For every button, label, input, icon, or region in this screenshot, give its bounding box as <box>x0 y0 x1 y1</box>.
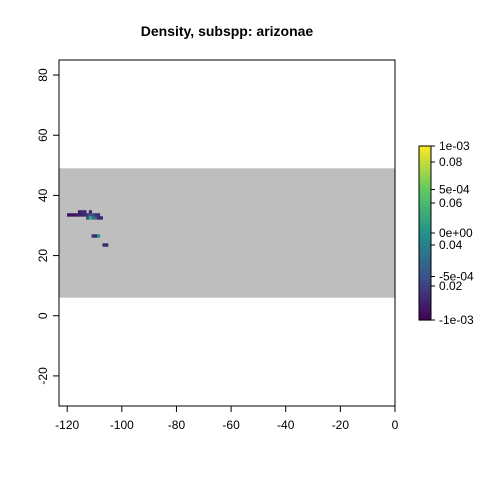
density-cell <box>81 213 84 216</box>
x-tick-label: -60 <box>222 418 240 432</box>
density-cell <box>89 210 92 213</box>
density-cell <box>100 216 103 219</box>
density-cell <box>94 234 97 237</box>
density-cell <box>92 213 95 216</box>
x-tick-label: -40 <box>277 418 295 432</box>
density-cell <box>86 216 89 219</box>
x-tick-label: 0 <box>392 418 399 432</box>
density-cell <box>75 213 78 216</box>
x-tick-label: -120 <box>55 418 79 432</box>
colorbar-label-outer: 1e-03 <box>439 139 470 153</box>
density-cell <box>83 213 86 216</box>
colorbar-label-inner: 0.02 <box>439 279 463 293</box>
colorbar-label-outer: 5e-04 <box>439 183 470 197</box>
chart-title: Density, subspp: arizonae <box>141 23 314 39</box>
colorbar-label-outer: -1e-03 <box>439 313 474 327</box>
density-cell <box>83 210 86 213</box>
density-cell <box>78 210 81 213</box>
y-tick-label: 40 <box>36 188 50 202</box>
x-tick-label: -100 <box>110 418 134 432</box>
density-cell <box>89 213 92 216</box>
x-tick-label: -80 <box>168 418 186 432</box>
x-tick-label: -20 <box>332 418 350 432</box>
density-cell <box>86 213 89 216</box>
density-cell <box>94 213 97 216</box>
colorbar-label-inner: 0.08 <box>439 155 463 169</box>
raster-background-band <box>59 168 395 297</box>
colorbar-label-inner: 0.06 <box>439 196 463 210</box>
density-cell <box>92 234 95 237</box>
y-tick-label: 80 <box>36 68 50 82</box>
y-tick-label: -20 <box>36 367 50 385</box>
density-cell <box>97 216 100 219</box>
density-cell <box>67 213 70 216</box>
y-tick-label: 0 <box>36 312 50 319</box>
density-cell <box>105 243 108 246</box>
colorbar-swatch <box>419 146 431 150</box>
density-cell <box>70 213 73 216</box>
density-cell <box>97 234 100 237</box>
density-cell <box>81 210 84 213</box>
density-cell <box>94 216 97 219</box>
density-cell <box>89 216 92 219</box>
y-tick-label: 20 <box>36 249 50 263</box>
colorbar-label-inner: 0.04 <box>439 238 463 252</box>
density-cell <box>78 213 81 216</box>
density-cell <box>103 243 106 246</box>
density-cell <box>92 216 95 219</box>
y-tick-label: 60 <box>36 128 50 142</box>
density-cell <box>72 213 75 216</box>
density-cell <box>97 213 100 216</box>
